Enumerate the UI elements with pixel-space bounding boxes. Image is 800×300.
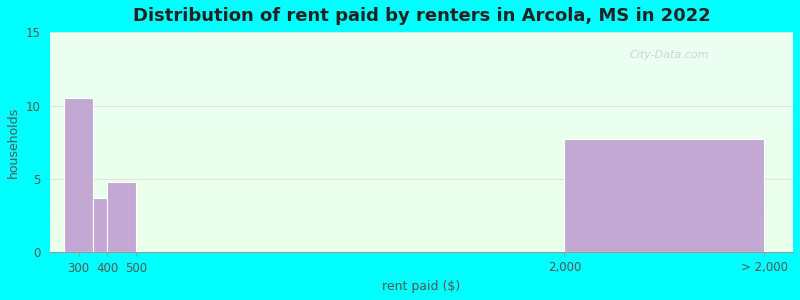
Bar: [64, 98, 93, 253]
Bar: [93, 198, 107, 253]
X-axis label: rent paid ($): rent paid ($): [382, 280, 461, 293]
Text: City-Data.com: City-Data.com: [630, 50, 709, 60]
Title: Distribution of rent paid by renters in Arcola, MS in 2022: Distribution of rent paid by renters in …: [133, 7, 710, 25]
Bar: [565, 139, 765, 253]
Bar: [107, 182, 136, 253]
Y-axis label: households: households: [7, 107, 20, 178]
